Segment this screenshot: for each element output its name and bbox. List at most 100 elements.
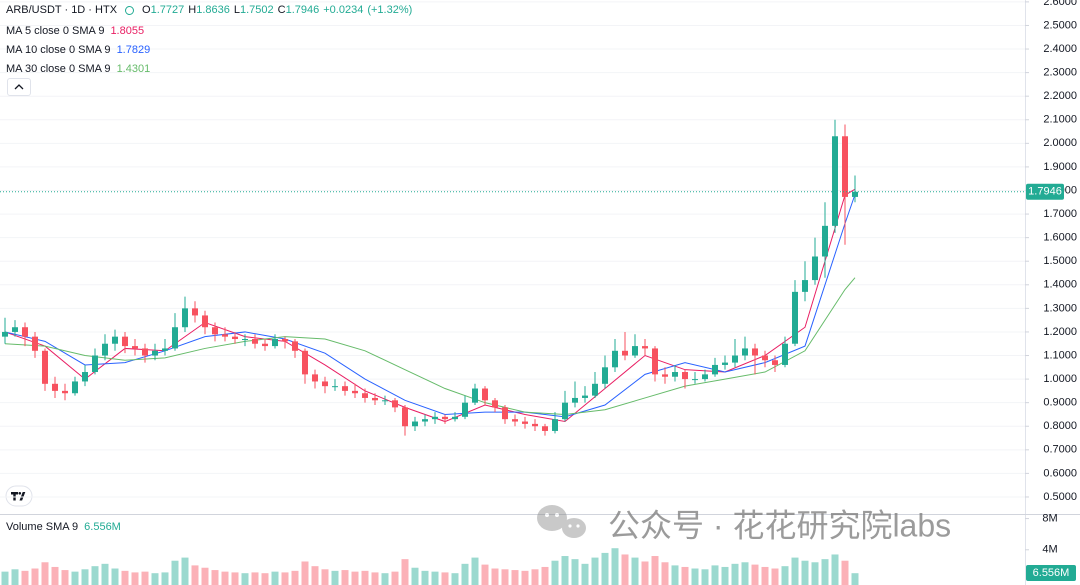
candle-body (342, 386, 348, 391)
volume-bar (101, 563, 109, 585)
volume-bar (721, 566, 729, 585)
volume-bar (571, 559, 579, 585)
volume-bar (621, 554, 629, 585)
indicator-name: MA 5 close 0 SMA 9 (6, 25, 105, 37)
volume-bar (781, 566, 789, 585)
tv-logo (5, 485, 33, 507)
candle-body (312, 374, 318, 382)
ohlc-label: O (142, 4, 151, 16)
candle-body (272, 339, 278, 347)
volume-bar (841, 560, 849, 585)
watermark-icon (537, 505, 586, 538)
volume-legend: Volume SMA 9 6.556M (6, 521, 125, 533)
candle-body (712, 364, 718, 375)
volume-bar (731, 563, 739, 585)
candle-body (702, 374, 708, 380)
volume-bar (121, 570, 129, 585)
volume-bar (171, 560, 179, 585)
volume-bar (311, 566, 319, 585)
candle-body (22, 327, 28, 337)
candle-body (692, 379, 698, 381)
candle-body (72, 381, 78, 394)
y-tick-label: 2.5000 (1043, 19, 1077, 31)
y-tick-label: 2.2000 (1043, 90, 1077, 102)
volume-bar (611, 548, 619, 585)
candle-body (522, 421, 528, 424)
volume-bar (21, 570, 29, 585)
indicator-value: 1.8055 (110, 25, 145, 37)
y-tick-label: 1.0000 (1043, 373, 1077, 385)
change: +0.0234 (323, 4, 364, 16)
volume-bar (241, 573, 249, 585)
candle-body (752, 348, 758, 356)
volume-bar (591, 557, 599, 585)
candle-body (842, 136, 848, 197)
volume-bar (451, 573, 459, 585)
candle-body (152, 350, 158, 356)
candle-body (112, 336, 118, 344)
collapse-button[interactable] (7, 78, 31, 96)
candle-body (332, 386, 338, 388)
y-tick-label: 0.8000 (1043, 420, 1077, 432)
volume-bar (81, 569, 89, 585)
candle-body (122, 336, 128, 347)
candle-body (642, 346, 648, 349)
volume-bar (71, 571, 79, 585)
volume-sma-box (1026, 565, 1076, 581)
volume-bar (421, 570, 429, 585)
status-dot (125, 5, 135, 15)
candle-body (402, 407, 408, 427)
candle-body (632, 346, 638, 356)
candle-body (572, 397, 578, 403)
volume-bar (111, 568, 119, 585)
volume-bar (561, 556, 569, 585)
candle-body (392, 400, 398, 408)
candle-body (12, 327, 18, 332)
candle-body (832, 136, 838, 226)
candle-body (232, 336, 238, 340)
candle-body (852, 191, 858, 197)
candle-body (412, 421, 418, 427)
candle-body (292, 341, 298, 351)
volume-bar (761, 566, 769, 585)
volume-bar (521, 570, 529, 585)
volume-bar (851, 573, 859, 585)
candle-body (212, 327, 218, 335)
candle-body (582, 395, 588, 398)
volume-bar (201, 567, 209, 585)
volume-bar (631, 557, 639, 585)
indicator-row: MA 10 close 0 SMA 9 1.7829 (6, 41, 154, 60)
ohlc-value: 1.7502 (239, 4, 274, 16)
volume-bar (671, 565, 679, 585)
volume-bar (821, 559, 829, 585)
candle-body (442, 416, 448, 420)
volume-bar (801, 560, 809, 585)
indicator-value: 1.7829 (116, 44, 151, 56)
candle-body (822, 225, 828, 257)
volume-bar (131, 572, 139, 585)
indicator-name: MA 30 close 0 SMA 9 (6, 63, 111, 75)
volume-bar (811, 562, 819, 585)
candle-body (682, 372, 688, 380)
volume-bar (361, 570, 369, 585)
candle-body (62, 390, 68, 394)
volume-bar (661, 562, 669, 585)
volume-bar (351, 571, 359, 585)
last-price-box (1026, 183, 1064, 200)
volume-bar (391, 571, 399, 585)
ohlc-value: 1.7727 (150, 4, 185, 16)
candle-body (722, 362, 728, 365)
volume-bar (791, 557, 799, 585)
ohlc-label: C (277, 4, 286, 16)
candle-body (422, 419, 428, 422)
volume-bar (651, 556, 659, 585)
y-tick-label: 2.4000 (1043, 43, 1077, 55)
candle-body (562, 402, 568, 420)
candle-body (202, 315, 208, 328)
volume-bar (511, 570, 519, 585)
candle-body (532, 423, 538, 427)
ma-line (4, 277, 856, 415)
ohlc-label: L (233, 4, 240, 16)
candle-body (602, 367, 608, 384)
